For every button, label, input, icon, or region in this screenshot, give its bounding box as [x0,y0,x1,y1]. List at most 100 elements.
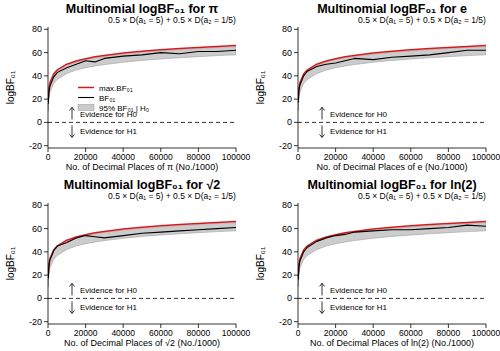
x-tick-label: 100000 [222,152,251,162]
y-axis [48,203,49,324]
evidence-label: Evidence for H1 [330,127,387,136]
x-tick-label: 80000 [187,152,211,162]
y-axis [48,27,49,148]
arrow-up [320,107,325,119]
plot-area [298,46,486,111]
panel: Multinomial logBF₀₁ for √2-2002040608002… [5,178,250,348]
plot-area [298,222,486,287]
reference-line [298,298,486,299]
formula: 0.5 × D(a₁ = 5) + 0.5 × D(a₂ = 1/5) [358,191,486,201]
y-axis-label: logBF₀₁ [5,246,16,280]
evidence-label: Evidence for H0 [80,286,137,295]
title: Multinomial logBF₀₁ for e [317,2,467,16]
y-tick [44,29,48,30]
y-tick [294,122,298,123]
legend-swatch [78,105,94,111]
y-tick [44,228,48,229]
x-tick-label: 0 [46,328,51,338]
panel: Multinomial logBF₀₁ for e-20020406080020… [255,2,500,172]
y-tick-label: 0 [37,293,42,303]
legend-label: max.BF₀₁ [99,84,133,93]
y-tick [294,145,298,146]
band [48,223,236,287]
y-tick-label: 60 [32,224,42,234]
y-tick [44,145,48,146]
y-tick [44,52,48,53]
y-tick [294,29,298,30]
title: Multinomial logBF₀₁ for √2 [64,178,221,192]
evidence-label: Evidence for H1 [80,303,137,312]
line [298,225,486,280]
band [298,47,486,111]
y-tick-label: -20 [29,141,42,151]
x-tick-label: 60000 [149,328,173,338]
reference-line [298,122,486,123]
x-tick-label: 40000 [111,328,135,338]
x-tick-label: 20000 [324,152,348,162]
x-axis-label: No. of Decimal Places of π (No./1000) [66,162,218,172]
y-tick [294,205,298,206]
x-tick-label: 60000 [399,328,423,338]
band [298,223,486,287]
x-axis-label: No. of Decimal Places of ln(2) (No./1000… [310,338,474,348]
x-axis [298,148,486,149]
y-tick [44,321,48,322]
y-axis-label: logBF₀₁ [5,70,16,104]
line [48,46,236,102]
x-tick-label: 100000 [472,152,500,162]
legend: max.BF₀₁BF₀₁95% BF₀₁ | H₀ [78,84,149,113]
x-tick-label: 60000 [149,152,173,162]
arrow-down [70,125,75,137]
arrow-down [320,301,325,313]
line [48,222,236,278]
x-tick-label: 0 [296,328,301,338]
x-tick-label: 100000 [222,328,251,338]
arrow-up [320,283,325,295]
y-tick-label: 60 [282,48,292,58]
legend-swatch [78,87,94,89]
y-tick-label: 80 [32,200,42,210]
y-tick [44,205,48,206]
y-tick-label: 40 [32,247,42,257]
background [0,0,500,351]
y-tick-label: 20 [282,270,292,280]
y-tick [44,275,48,276]
y-tick [294,75,298,76]
y-tick [294,251,298,252]
line [48,227,236,278]
x-axis [48,324,236,325]
arrow-down [70,301,75,313]
evidence-label: Evidence for H1 [80,127,137,136]
x-tick-label: 20000 [74,328,98,338]
legend-swatch [78,97,94,98]
y-tick [294,275,298,276]
y-tick-label: 80 [282,200,292,210]
formula: 0.5 × D(a₁ = 5) + 0.5 × D(a₂ = 1/5) [108,15,236,25]
reference-line [48,298,236,299]
x-tick-label: 40000 [361,152,385,162]
panel: Multinomial logBF₀₁ for ln(2)-2002040608… [255,178,500,348]
x-tick-label: 80000 [437,328,461,338]
y-axis [298,27,299,148]
arrow-up [70,107,75,119]
formula: 0.5 × D(a₁ = 5) + 0.5 × D(a₂ = 1/5) [358,15,486,25]
x-tick-label: 100000 [472,328,500,338]
plot-area [48,46,236,111]
y-tick-label: -20 [279,317,292,327]
y-tick [44,75,48,76]
figure: Multinomial logBF₀₁ for π-20020406080020… [0,0,500,351]
y-tick-label: -20 [279,141,292,151]
y-tick-label: 20 [282,94,292,104]
arrow-up [70,283,75,295]
evidence-label: Evidence for H0 [330,110,387,119]
x-tick-label: 20000 [324,328,348,338]
x-axis [48,148,236,149]
y-tick-label: 40 [282,247,292,257]
x-axis [298,324,486,325]
y-tick [44,298,48,299]
line [298,50,486,102]
x-tick-label: 0 [296,152,301,162]
reference-line [48,122,236,123]
y-tick-label: 80 [32,24,42,34]
legend-label: BF₀₁ [99,94,116,103]
